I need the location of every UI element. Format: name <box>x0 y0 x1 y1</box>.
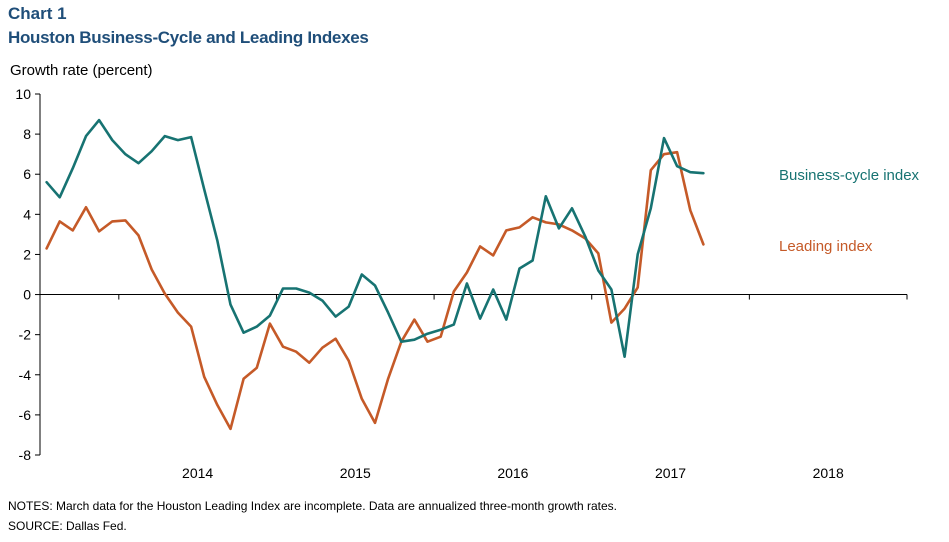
series-layer <box>45 118 705 431</box>
y-tick-label: 8 <box>23 126 31 142</box>
leading-index-label: Leading index <box>779 238 873 255</box>
y-tick-label: 6 <box>23 166 31 182</box>
series-label-layer: Business-cycle index Leading index <box>779 167 920 255</box>
business-cycle-index-line <box>45 118 705 358</box>
x-tick-label: 2017 <box>655 465 686 481</box>
y-tick-label: 0 <box>23 287 31 303</box>
chart-number: Chart 1 <box>8 4 67 23</box>
leading-index-line <box>45 150 705 431</box>
x-tick-label: 2014 <box>182 465 213 481</box>
chart-source: SOURCE: Dallas Fed. <box>8 519 127 533</box>
y-tick-label: -8 <box>19 447 32 463</box>
y-tick-label: 4 <box>23 206 31 222</box>
y-axis-label: Growth rate (percent) <box>10 62 153 79</box>
x-tick-label: 2018 <box>813 465 844 481</box>
y-tick-label: -4 <box>19 367 32 383</box>
y-axis: -8 -6 -4 -2 0 2 4 6 8 10 <box>15 86 41 463</box>
x-axis: 2014 2015 2016 2017 2018 <box>39 294 908 481</box>
x-tick-label: 2016 <box>497 465 528 481</box>
y-tick-label: 10 <box>15 86 31 102</box>
x-tick-label: 2015 <box>340 465 371 481</box>
y-tick-label: 2 <box>23 246 31 262</box>
y-tick-label: -6 <box>19 407 32 423</box>
chart-notes: NOTES: March data for the Houston Leadin… <box>8 499 617 513</box>
business-cycle-index-label: Business-cycle index <box>779 167 920 184</box>
chart-title: Houston Business-Cycle and Leading Index… <box>8 28 369 47</box>
y-tick-label: -2 <box>19 327 32 343</box>
